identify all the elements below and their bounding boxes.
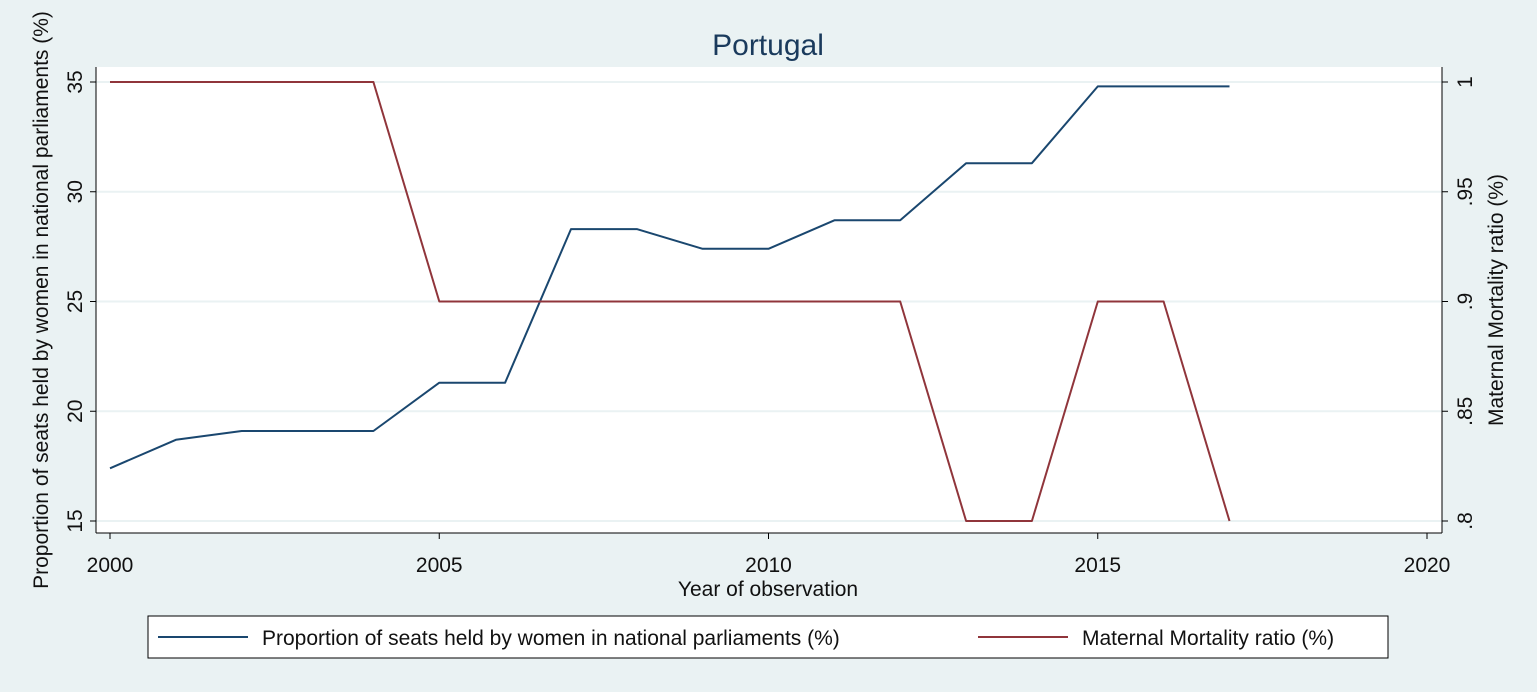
x-axis-label: Year of observation	[678, 578, 858, 601]
x-tick-label-0: 2000	[87, 554, 134, 577]
y-left-tick-label-1: 20	[64, 400, 87, 423]
series-layer	[109, 81, 1231, 522]
legend: Proportion of seats held by women in nat…	[147, 615, 1389, 659]
legend-label-0: Proportion of seats held by women in nat…	[262, 627, 840, 650]
chart-title: Portugal	[712, 29, 824, 62]
series-line-1	[110, 81, 1231, 522]
axes: 15 20 25 30 35 .8 .85 .9 .95 1 2000 2005 2010 2015 202…	[64, 67, 1477, 577]
y-left-tick-label-2: 25	[64, 290, 87, 313]
x-tick-label-3: 2015	[1074, 554, 1121, 577]
y-right-tick-label-2: .9	[1454, 293, 1477, 311]
x-tick-label-1: 2005	[416, 554, 463, 577]
series-line-0	[109, 85, 1230, 470]
y-left-tick-label-3: 30	[64, 180, 87, 203]
y-left-tick-label-0: 15	[64, 509, 87, 532]
legend-label-1: Maternal Mortality ratio (%)	[1082, 627, 1334, 650]
y-right-tick-label-1: .85	[1454, 397, 1477, 426]
y-right-tick-label-3: .95	[1454, 177, 1477, 206]
y-left-tick-label-4: 35	[64, 70, 87, 93]
x-tick-label-2: 2010	[745, 554, 792, 577]
y-right-tick-label-0: .8	[1454, 512, 1477, 530]
x-tick-label-4: 2020	[1404, 554, 1451, 577]
plot-area	[96, 67, 1442, 533]
legend-box	[147, 615, 1389, 659]
y-axis-label-right: Maternal Mortality ratio (%)	[1485, 174, 1508, 426]
y-axis-label-left: Proportion of seats held by women in nat…	[30, 11, 53, 589]
y-right-tick-label-4: 1	[1454, 76, 1477, 88]
